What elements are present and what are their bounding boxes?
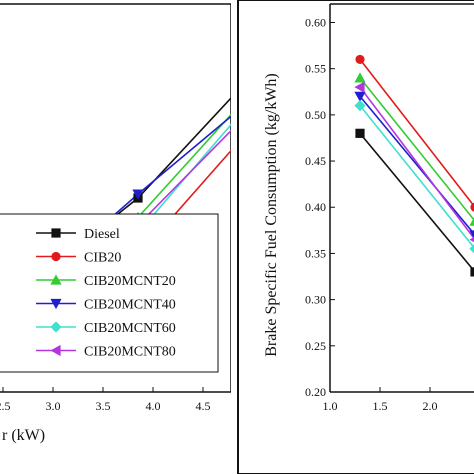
right-y-tick-label: 0.45	[305, 154, 326, 168]
right-line-CIB20MCNT80	[359, 86, 474, 240]
right-y-tick-label: 0.30	[305, 293, 326, 307]
right-chart: Brake Specific Fuel Consumption (kg/kWh)…	[237, 0, 474, 474]
right-x-tick-label: 1.5	[373, 399, 388, 413]
right-point-CIB20MCNT40	[469, 230, 474, 239]
left-x-tick-label: 4.5	[196, 399, 211, 413]
right-point-CIB20	[470, 202, 474, 212]
right-point-CIB20MCNT60	[469, 244, 474, 254]
legend-items: Diesel CIB20 CIB20MCNT20 CIB20MCNT40 CIB20MC…	[36, 227, 176, 360]
legend-marker	[50, 344, 61, 357]
right-series-markers	[354, 54, 474, 277]
legend-item: CIB20	[36, 251, 121, 266]
right-panel-border	[237, 0, 474, 474]
right-line-CIB20MCNT40	[359, 95, 474, 236]
right-point-CIB20MCNT80	[354, 81, 365, 93]
right-y-tick-label: 0.55	[305, 62, 326, 76]
right-line-Diesel	[359, 132, 474, 272]
legend-marker	[51, 228, 61, 238]
right-x-tick-label: 2.0	[423, 399, 438, 413]
right-point-CIB20	[355, 54, 365, 65]
left-x-tick-label: 4.0	[146, 399, 161, 413]
left-x-ticks: 2.5 3.0 3.5 4.0 4.5	[0, 387, 211, 413]
left-point-CIB20MCNT40	[132, 189, 144, 200]
right-y-tick-label: 0.40	[305, 200, 326, 214]
legend-label: CIB20	[84, 251, 121, 266]
right-line-CIB20	[359, 58, 474, 208]
right-series-lines	[359, 58, 474, 272]
legend-item: CIB20MCNT80	[36, 345, 176, 360]
legend-item: CIB20MCNT20	[36, 274, 176, 289]
legend-label: CIB20MCNT20	[84, 274, 176, 289]
left-x-tick-label: 3.0	[46, 399, 61, 413]
right-line-CIB20MCNT60	[359, 105, 474, 249]
right-axis-ticks: 0.20 0.25 0.30 0.35 0.40 0.45 0.50 0.55 0.60 1.0 1…	[305, 15, 438, 413]
panel-separator	[231, 0, 238, 474]
right-y-tick-label: 0.20	[305, 385, 326, 399]
left-x-tick-label: 3.5	[96, 399, 111, 413]
right-point-CIB20MCNT40	[354, 91, 366, 102]
legend-box	[0, 213, 219, 373]
right-point-Diesel	[470, 267, 474, 277]
legend-marker	[50, 321, 62, 333]
right-point-CIB20MCNT80	[469, 237, 474, 243]
right-y-tick-label: 0.25	[305, 339, 326, 353]
right-point-CIB20MCNT60	[354, 100, 366, 112]
right-x-tick-label: 1.0	[323, 399, 338, 413]
right-y-tick-label: 0.60	[305, 15, 326, 29]
legend-item: CIB20MCNT60	[36, 321, 176, 336]
right-point-Diesel	[355, 128, 365, 138]
right-line-CIB20MCNT20	[359, 77, 474, 222]
legend-item: Diesel	[36, 227, 120, 242]
left-chart: 2.5 3.0 3.5 4.0 4.5 r (kW) Diesel CIB20 CIB20M…	[0, 3, 272, 444]
left-point-Diesel	[263, 54, 272, 63]
legend-label: Diesel	[84, 227, 120, 242]
legend-label: CIB20MCNT40	[84, 298, 176, 313]
right-point-CIB20MCNT20	[354, 72, 366, 83]
legend-marker	[51, 251, 61, 262]
left-x-tick-label: 2.5	[0, 399, 11, 413]
right-y-tick-label: 0.35	[305, 246, 326, 260]
left-x-axis-label: r (kW)	[2, 427, 45, 444]
legend-marker	[50, 274, 62, 285]
legend-marker	[50, 298, 62, 310]
legend-item: CIB20MCNT40	[36, 298, 176, 313]
legend: Diesel CIB20 CIB20MCNT20 CIB20MCNT40 CIB20MC…	[0, 213, 219, 373]
right-y-axis-label: Brake Specific Fuel Consumption (kg/kWh)	[263, 73, 280, 357]
right-y-tick-label: 0.50	[305, 108, 326, 122]
legend-label: CIB20MCNT80	[84, 345, 176, 360]
legend-label: CIB20MCNT60	[84, 321, 176, 336]
right-point-CIB20MCNT20	[469, 217, 474, 226]
